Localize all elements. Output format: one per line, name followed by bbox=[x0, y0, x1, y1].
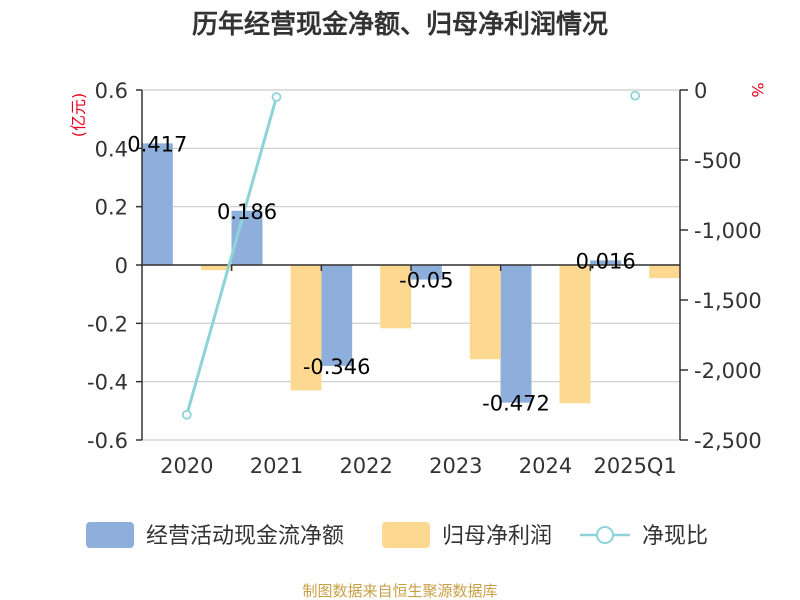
left-tick-label: -0.2 bbox=[87, 312, 128, 336]
legend-swatch-net-profit bbox=[382, 522, 430, 548]
legend-label-cash-flow: 经营活动现金流净额 bbox=[146, 524, 344, 549]
bar-cash-flow-2020 bbox=[141, 143, 173, 265]
bar-net-profit-2023 bbox=[469, 265, 501, 360]
legend-swatch-cash-flow bbox=[86, 522, 134, 548]
left-tick-label: 0 bbox=[115, 254, 128, 278]
bar-series bbox=[141, 143, 681, 404]
bar-cash-flow-2024 bbox=[500, 265, 532, 403]
data-label-cash-flow: -0.472 bbox=[482, 392, 550, 416]
ratio-point-2020 bbox=[181, 409, 192, 420]
right-tick-label: -1,000 bbox=[694, 219, 762, 243]
bar-net-profit-2025Q1 bbox=[649, 265, 681, 279]
legend-label-ratio: 净现比 bbox=[642, 524, 708, 549]
data-label-cash-flow: 0.417 bbox=[127, 132, 187, 156]
right-tick-label: 0 bbox=[694, 79, 707, 103]
data-label-cash-flow: 0.186 bbox=[217, 200, 277, 224]
legend: 经营活动现金流净额 归母净利润 净现比 bbox=[86, 522, 708, 549]
left-tick-label: -0.6 bbox=[87, 429, 128, 453]
ratio-point-2025Q1 bbox=[630, 90, 641, 101]
legend-swatch-ratio-marker bbox=[596, 526, 614, 544]
bar-net-profit-2020 bbox=[200, 265, 232, 271]
x-tick-label: 2024 bbox=[519, 454, 572, 478]
chart-title: 历年经营现金净额、归母净利润情况 bbox=[192, 9, 608, 40]
left-tick-label: -0.4 bbox=[87, 371, 128, 395]
bar-cash-flow-2022 bbox=[321, 265, 353, 366]
source-note: 制图数据来自恒生聚源数据库 bbox=[302, 582, 497, 600]
left-tick-label: 0.6 bbox=[95, 79, 128, 103]
x-tick-label: 2022 bbox=[339, 454, 392, 478]
ratio-line-segment bbox=[185, 96, 278, 416]
legend-label-net-profit: 归母净利润 bbox=[442, 524, 552, 549]
ratio-point-2021 bbox=[271, 92, 282, 102]
right-tick-label: -2,500 bbox=[694, 429, 762, 453]
bar-net-profit-2022 bbox=[380, 265, 412, 329]
right-tick-label: -1,500 bbox=[694, 289, 762, 313]
left-tick-label: 0.4 bbox=[95, 137, 128, 161]
data-label-cash-flow: -0.346 bbox=[303, 355, 371, 379]
right-axis-unit: % bbox=[748, 82, 767, 97]
right-tick-label: -500 bbox=[694, 149, 742, 173]
x-tick-label: 2023 bbox=[429, 454, 482, 478]
left-tick-label: 0.2 bbox=[95, 196, 128, 220]
axes: -0.6 -0.4 -0.2 0 0.2 0.4 0.6 -2,500 -2,000 -1,500… bbox=[87, 79, 762, 478]
ratio-line-series bbox=[181, 90, 641, 420]
data-labels: 0.417 0.186 -0.346 -0.05 -0.472 0.016 bbox=[127, 132, 635, 415]
data-label-cash-flow: -0.05 bbox=[399, 269, 453, 293]
right-tick-label: -2,000 bbox=[694, 359, 762, 383]
x-tick-label: 2025Q1 bbox=[593, 454, 676, 478]
data-label-cash-flow: 0.016 bbox=[576, 249, 636, 273]
bar-cash-flow-2025Q1 bbox=[590, 260, 622, 265]
bar-net-profit-2021 bbox=[290, 265, 322, 391]
x-tick-label: 2020 bbox=[160, 454, 213, 478]
bar-cash-flow-2023 bbox=[410, 265, 442, 280]
bar-net-profit-2024 bbox=[559, 265, 591, 404]
x-tick-label: 2021 bbox=[250, 454, 303, 478]
left-axis-unit: (亿元) bbox=[69, 93, 88, 138]
